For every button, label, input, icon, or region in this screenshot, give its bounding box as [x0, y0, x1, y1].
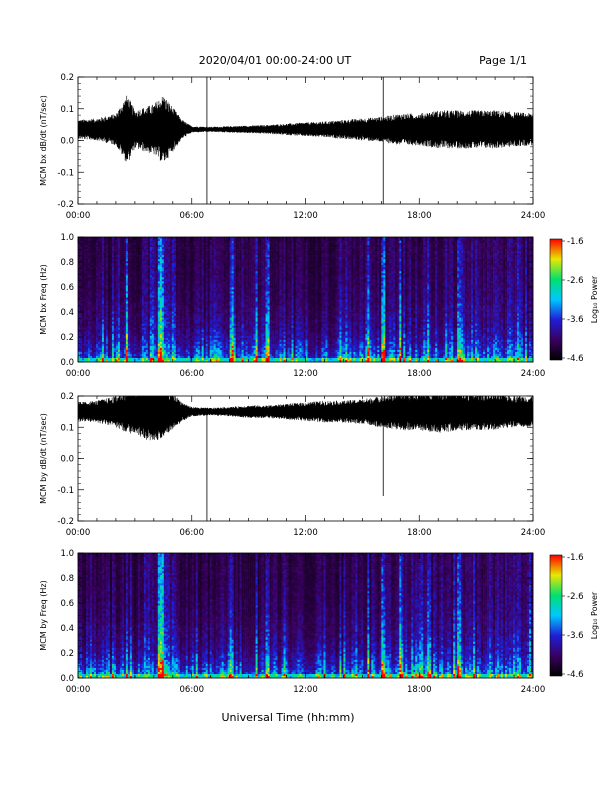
colorbar-tick-label: -1.6	[567, 237, 584, 247]
y-tick-label: 0.6	[60, 599, 74, 609]
y-tick-label: 0.2	[60, 73, 74, 83]
x-tick-label: 12:00	[293, 369, 318, 379]
y-axis-title: MCM by Freq (Hz)	[39, 580, 48, 650]
y-tick-label: 0.0	[60, 137, 74, 147]
x-tick-label: 00:00	[66, 369, 91, 379]
y-tick-label: 1.0	[60, 233, 74, 243]
colorbar-tick-label: -4.6	[567, 354, 584, 364]
y-tick-label: 0.2	[60, 649, 74, 659]
y-tick-label: 0.6	[60, 283, 74, 293]
page-number: Page 1/1	[479, 54, 527, 67]
x-tick-label: 00:00	[66, 211, 91, 221]
spectrogram-cells	[78, 237, 533, 362]
x-tick-label: 24:00	[521, 211, 546, 221]
colorbar-tick-label: -3.6	[567, 315, 584, 325]
x-tick-label: 12:00	[293, 211, 318, 221]
x-tick-label: 00:00	[66, 528, 91, 538]
y-tick-label: 1.0	[60, 549, 74, 559]
y-tick-label: -0.2	[57, 517, 74, 527]
y-axis-title: MCM bx dB/dt (nT/sec)	[39, 95, 48, 186]
x-tick-label: 06:00	[180, 528, 205, 538]
x-tick-label: 06:00	[180, 685, 205, 695]
y-tick-label: -0.1	[57, 486, 74, 496]
y-tick-label: 0.4	[60, 624, 74, 634]
colorbar-tick-label: -1.6	[567, 553, 584, 563]
x-axis-title: Universal Time (hh:mm)	[222, 711, 355, 724]
x-tick-label: 00:00	[66, 685, 91, 695]
x-tick-label: 06:00	[180, 211, 205, 221]
y-tick-label: 0.2	[60, 333, 74, 343]
x-tick-label: 18:00	[407, 685, 432, 695]
colorbar-tick-label: -2.6	[567, 276, 584, 286]
colorbar-label: Log₁₀ Power	[590, 275, 599, 323]
x-tick-label: 18:00	[407, 528, 432, 538]
x-tick-label: 18:00	[407, 211, 432, 221]
colorbar-tick-label: -4.6	[567, 670, 584, 680]
bx-spectrogram-panel: 1.0 0.8 0.6 0.4 0.2 0.0 MCM bx Freq (Hz) -1.6 -2…	[39, 233, 599, 379]
x-tick-label: 24:00	[521, 369, 546, 379]
y-tick-label: 0.1	[60, 423, 74, 433]
colorbar-tick-label: -3.6	[567, 631, 584, 641]
colorbar-label: Log₁₀ Power	[590, 591, 599, 639]
bx-dbdt-panel: 0.2 0.1 0.0 -0.1 -0.2 MCM bx dB/dt (nT/sec) 00…	[39, 73, 545, 221]
colorbar	[550, 555, 562, 676]
y-tick-label: 0.4	[60, 308, 74, 318]
y-tick-label: 0.2	[60, 392, 74, 402]
by-spectrogram-panel: 1.0 0.8 0.6 0.4 0.2 0.0 MCM by Freq (Hz) -1.6 -2…	[39, 549, 599, 695]
y-tick-label: 0.1	[60, 105, 74, 115]
colorbar-tick-label: -2.6	[567, 592, 584, 602]
x-tick-label: 24:00	[521, 685, 546, 695]
x-tick-label: 06:00	[180, 369, 205, 379]
y-tick-label: 0.8	[60, 574, 74, 584]
y-tick-label: 0.0	[60, 674, 74, 684]
y-axis-title: MCM bx Freq (Hz)	[39, 264, 48, 334]
x-tick-label: 12:00	[293, 528, 318, 538]
spectrogram-cells	[78, 553, 533, 678]
y-axis-title: MCM by dB/dt (nT/sec)	[39, 413, 48, 504]
y-tick-label: -0.2	[57, 200, 74, 210]
y-tick-label: 0.0	[60, 455, 74, 465]
by-dbdt-panel: 0.2 0.1 0.0 -0.1 -0.2 MCM by dB/dt (nT/sec) 00…	[39, 382, 545, 538]
y-tick-label: -0.1	[57, 168, 74, 178]
colorbar	[550, 239, 562, 360]
y-tick-label: 0.0	[60, 358, 74, 368]
date-range-title: 2020/04/01 00:00-24:00 UT	[199, 54, 352, 67]
y-tick-label: 0.8	[60, 258, 74, 268]
x-tick-label: 12:00	[293, 685, 318, 695]
x-tick-label: 18:00	[407, 369, 432, 379]
x-tick-label: 24:00	[521, 528, 546, 538]
